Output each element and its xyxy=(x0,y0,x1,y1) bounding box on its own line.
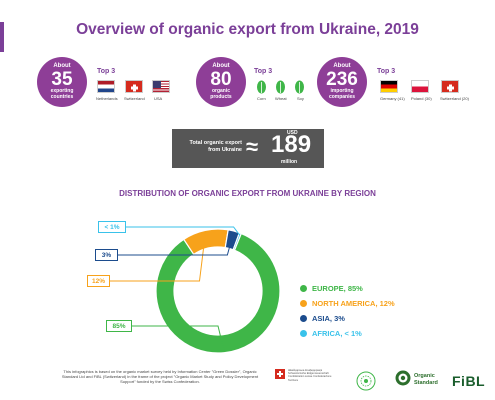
stat-products-circle: About 80 organic products xyxy=(196,57,246,107)
stat-caption-line1: organic xyxy=(211,88,231,94)
data-label-africa: < 1% xyxy=(98,221,126,233)
wheat-icon xyxy=(276,80,285,94)
stat-companies-number: 236 xyxy=(326,69,358,90)
legend-label: EUROPE, 85% xyxy=(312,284,363,293)
corn-icon xyxy=(257,80,266,94)
total-export-box: Total organic export from Ukraine ≈ USD … xyxy=(172,129,324,168)
total-label-line2: from Ukraine xyxy=(208,147,242,153)
data-label-asia: 3% xyxy=(95,249,118,261)
leader-line-europe xyxy=(132,325,225,351)
data-label-north-america: 12% xyxy=(87,275,110,287)
legend-label: AFRICA, < 1% xyxy=(312,329,362,338)
chart-title: DISTRIBUTION OF ORGANIC EXPORT FROM UKRA… xyxy=(119,189,376,198)
currency-label: USD xyxy=(287,130,298,136)
company-country-label: Switzerland (20) xyxy=(440,96,469,101)
poland-flag-icon xyxy=(411,80,429,93)
country-label: USA xyxy=(154,96,163,101)
legend-marker xyxy=(300,300,307,307)
stat-countries-number: 35 xyxy=(51,69,73,90)
green-dossier-logo-icon xyxy=(356,371,376,391)
page-title: Overview of organic export from Ukraine,… xyxy=(76,21,419,38)
total-label-line1: Total organic export xyxy=(189,140,242,146)
stat-caption-line1: exporting xyxy=(50,88,74,94)
stat-caption-line2: companies xyxy=(328,93,356,100)
switzerland-flag-icon xyxy=(441,80,459,93)
title-accent-bar xyxy=(0,22,4,52)
leader-line-africa xyxy=(126,226,241,236)
switzerland-flag-icon xyxy=(125,80,143,93)
footnote: This infographics is based on the organi… xyxy=(61,369,259,385)
leader-line-asia xyxy=(118,232,234,256)
top3-label-companies: Top 3 xyxy=(377,68,396,75)
total-amount: 189 xyxy=(271,131,312,158)
total-export-label: Total organic export from Ukraine xyxy=(178,140,242,154)
company-country-label: Germany (41) xyxy=(380,96,405,101)
leader-line-north-america xyxy=(110,232,206,282)
top3-label-countries: Top 3 xyxy=(97,68,116,75)
stat-about-label: About xyxy=(333,63,351,69)
donut-slice-europe xyxy=(155,232,281,354)
stat-countries-circle: About 35 exporting countries xyxy=(37,57,87,107)
swiss-cross-logo-icon xyxy=(275,369,285,379)
stat-about-label: About xyxy=(53,63,71,69)
stat-companies-circle: About 236 importing companies xyxy=(317,57,367,107)
country-label: Switzerland xyxy=(124,96,145,101)
soy-icon xyxy=(295,80,304,94)
germany-flag-icon xyxy=(380,80,398,93)
data-label-europe: 85% xyxy=(106,320,132,332)
product-label: Wheat xyxy=(275,96,287,101)
organic-standard-logo-text: Organic Standard xyxy=(414,373,438,386)
organic-standard-logo-icon xyxy=(395,370,411,386)
stat-about-label: About xyxy=(212,63,230,69)
stat-products-number: 80 xyxy=(210,69,232,90)
netherlands-flag-icon xyxy=(97,80,115,93)
legend-marker xyxy=(300,315,307,322)
fibl-logo: FiBL xyxy=(452,373,486,389)
product-label: Soy xyxy=(297,96,304,101)
company-country-label: Poland (30) xyxy=(411,96,432,101)
swiss-confederation-logo-text: Швейцарська Конфедерація Schweizerische … xyxy=(288,369,332,382)
amount-unit: million xyxy=(281,159,298,165)
usa-flag-icon xyxy=(152,80,170,93)
country-label: Netherlands xyxy=(96,96,118,101)
top3-label-products: Top 3 xyxy=(254,68,273,75)
legend-label: NORTH AMERICA, 12% xyxy=(312,299,395,308)
legend-marker xyxy=(300,330,307,337)
stat-caption-line2: countries xyxy=(50,93,74,100)
legend-label: ASIA, 3% xyxy=(312,314,345,323)
donut-slice-africa xyxy=(232,232,243,251)
legend-marker xyxy=(300,285,307,292)
product-label: Corn xyxy=(257,96,266,101)
stat-caption-line1: importing xyxy=(330,88,354,94)
stat-caption-line2: products xyxy=(210,93,232,100)
approx-symbol: ≈ xyxy=(246,134,259,159)
